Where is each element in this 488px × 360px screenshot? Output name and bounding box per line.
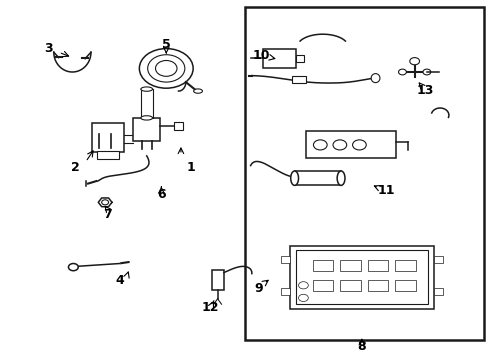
Bar <box>367 260 387 271</box>
Circle shape <box>68 264 78 271</box>
Text: 11: 11 <box>377 184 394 197</box>
Text: 5: 5 <box>162 39 170 51</box>
Bar <box>92 123 123 152</box>
Ellipse shape <box>141 116 152 120</box>
Text: 8: 8 <box>357 340 366 353</box>
Ellipse shape <box>370 74 379 83</box>
Bar <box>295 250 427 304</box>
Text: 10: 10 <box>252 49 270 62</box>
Bar <box>367 280 387 291</box>
Circle shape <box>102 200 108 205</box>
Text: 1: 1 <box>186 161 195 174</box>
Circle shape <box>352 140 366 150</box>
Circle shape <box>409 58 419 65</box>
Circle shape <box>422 69 430 75</box>
Text: 7: 7 <box>103 208 112 221</box>
Bar <box>394 260 415 271</box>
Circle shape <box>155 60 177 76</box>
Bar <box>433 256 442 263</box>
Bar <box>312 280 333 291</box>
Text: 4: 4 <box>115 274 124 287</box>
Text: 13: 13 <box>416 84 433 96</box>
Bar <box>394 280 415 291</box>
Bar <box>312 260 333 271</box>
Ellipse shape <box>337 171 345 185</box>
Circle shape <box>139 49 193 88</box>
Bar <box>340 280 360 291</box>
Circle shape <box>298 294 307 301</box>
Bar <box>433 288 442 295</box>
Bar <box>174 122 183 130</box>
Circle shape <box>332 140 346 150</box>
Bar <box>97 151 119 159</box>
Bar <box>289 246 433 309</box>
Ellipse shape <box>290 171 298 185</box>
Text: 12: 12 <box>201 301 219 314</box>
Bar <box>280 288 289 295</box>
Text: 9: 9 <box>254 282 263 294</box>
Bar <box>263 49 296 68</box>
Bar <box>294 171 341 185</box>
Bar <box>133 118 160 141</box>
Bar <box>292 76 305 83</box>
Ellipse shape <box>193 89 202 93</box>
Circle shape <box>147 55 184 82</box>
Text: 3: 3 <box>44 42 53 55</box>
Bar <box>296 55 303 62</box>
Bar <box>211 270 224 290</box>
Bar <box>280 256 289 263</box>
Bar <box>305 131 395 158</box>
Text: 6: 6 <box>157 188 165 201</box>
Text: 2: 2 <box>71 161 80 174</box>
Bar <box>340 260 360 271</box>
Circle shape <box>398 69 406 75</box>
Bar <box>245 7 483 340</box>
Circle shape <box>313 140 326 150</box>
Ellipse shape <box>141 87 152 91</box>
Circle shape <box>298 282 307 289</box>
